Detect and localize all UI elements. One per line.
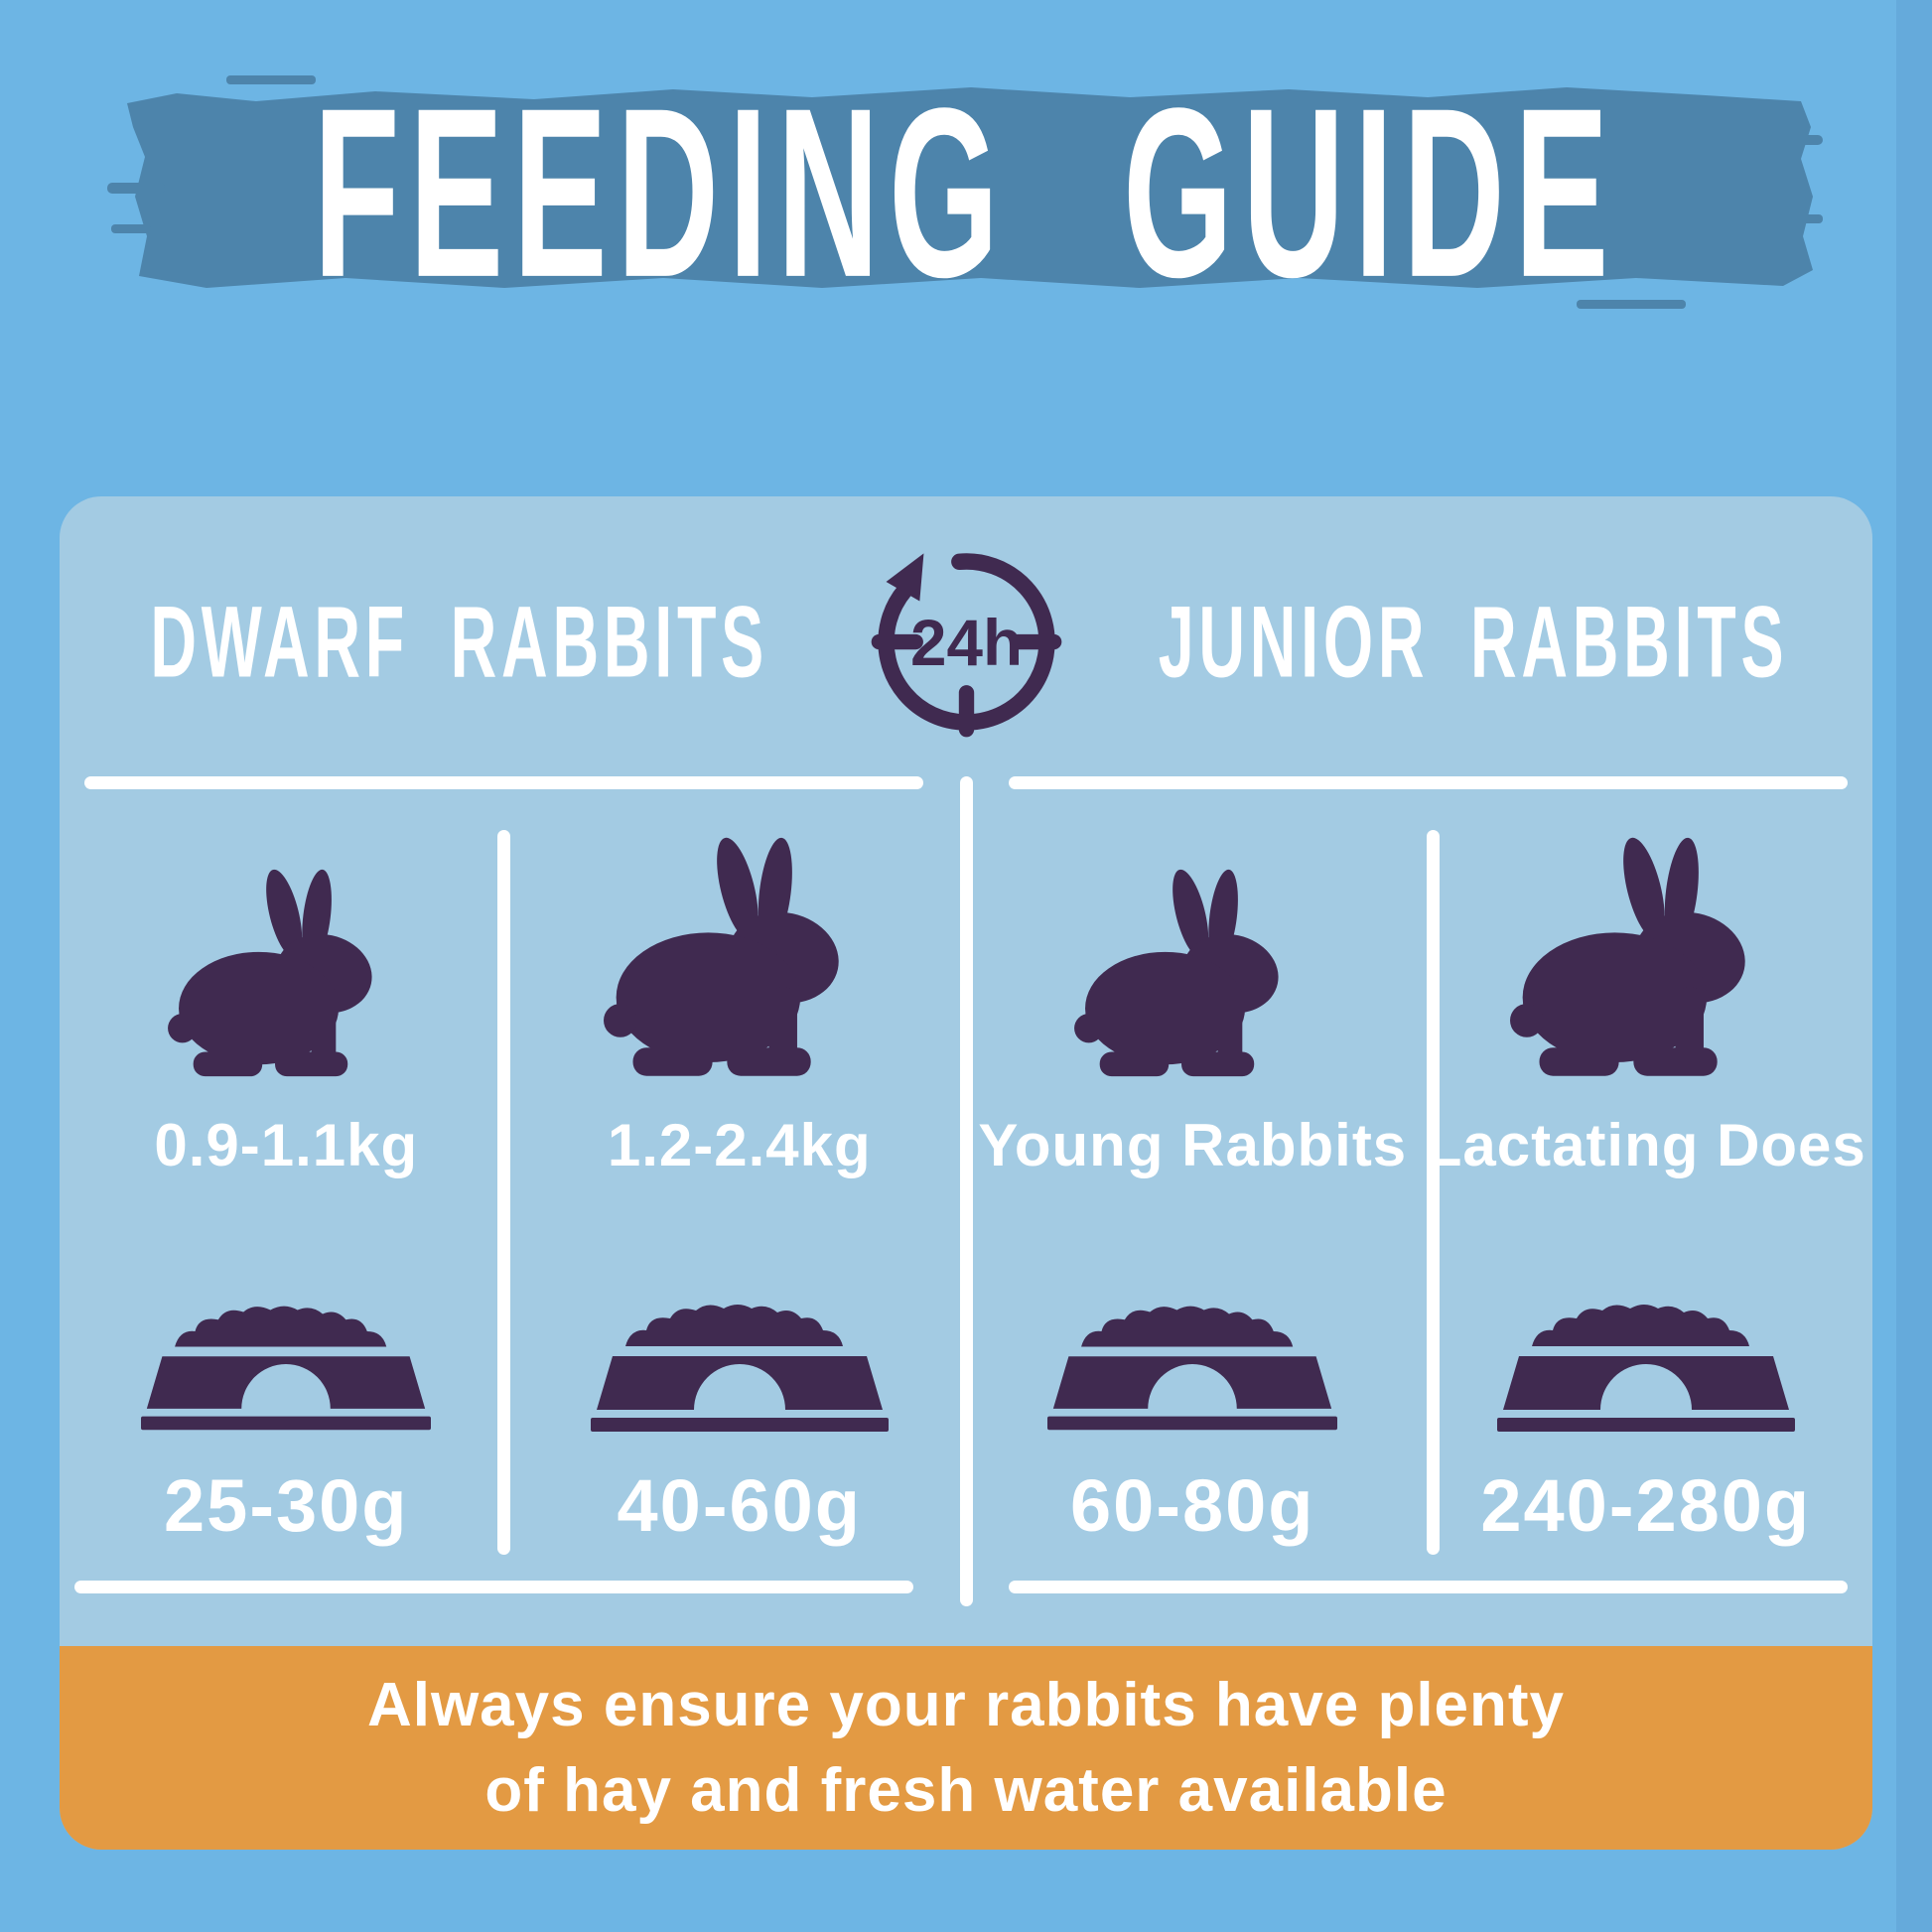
weight-label: 0.9-1.1kg (154, 1112, 419, 1178)
feeding-columns: 0.9-1.1kg 25-30g (60, 824, 1872, 1548)
right-edge-strip (1896, 0, 1932, 1932)
24h-clock-icon: 24h (865, 540, 1068, 744)
divider-dwarf-columns (497, 830, 510, 1555)
food-bowl-icon (141, 1306, 432, 1431)
footer-note-line2: of hay and fresh water available (484, 1755, 1448, 1825)
clock-label: 24h (909, 607, 1022, 679)
weight-label: Young Rabbits (978, 1112, 1408, 1178)
section-heading-junior-rabbits: JUNIOR RABBITS (1158, 585, 1789, 699)
brush-stroke-background (107, 75, 1823, 309)
weight-label: 1.2-2.4kg (607, 1112, 872, 1178)
feed-amount: 25-30g (164, 1464, 409, 1547)
section-heading-dwarf-rabbits: DWARF RABBITS (149, 585, 768, 699)
rabbit-silhouette-icon (603, 837, 839, 1076)
page-title-text: FEEDING GUIDE (313, 57, 1619, 328)
panel-header: DWARF RABBITS 24h JUNIOR RABBITS (60, 540, 1872, 744)
divider-bottom-right (1009, 1581, 1848, 1593)
food-bowl-icon (590, 1305, 889, 1432)
title-banner: FEEDING GUIDE (107, 57, 1825, 327)
divider-bottom-left (74, 1581, 913, 1593)
column-junior-lactating: Lactating Does 240-280g (1420, 824, 1873, 1548)
rabbit-silhouette-icon (1074, 869, 1279, 1077)
feed-amount: 40-60g (617, 1464, 862, 1547)
divider-center-vertical (960, 776, 973, 1606)
rabbit-silhouette-icon (1509, 837, 1745, 1076)
weight-label: Lactating Does (1425, 1112, 1866, 1178)
column-dwarf-large: 1.2-2.4kg 40-60g (513, 824, 967, 1548)
rabbit-silhouette-icon (168, 869, 372, 1077)
feed-amount: 240-280g (1480, 1464, 1812, 1547)
food-bowl-icon (1496, 1305, 1795, 1432)
divider-junior-columns (1427, 830, 1440, 1555)
divider-top-left (84, 776, 923, 789)
food-bowl-icon (1047, 1306, 1338, 1431)
footer-note: Always ensure your rabbits have plenty o… (60, 1646, 1872, 1850)
column-dwarf-small: 0.9-1.1kg 25-30g (60, 824, 513, 1548)
feed-amount: 60-80g (1070, 1464, 1315, 1547)
feeding-guide-panel: DWARF RABBITS 24h JUNIOR RABBITS (60, 496, 1872, 1850)
column-junior-young: Young Rabbits 60-80g (966, 824, 1420, 1548)
divider-top-right (1009, 776, 1848, 789)
footer-note-line1: Always ensure your rabbits have plenty (366, 1670, 1566, 1739)
page-title: FEEDING GUIDE (107, 57, 1825, 327)
